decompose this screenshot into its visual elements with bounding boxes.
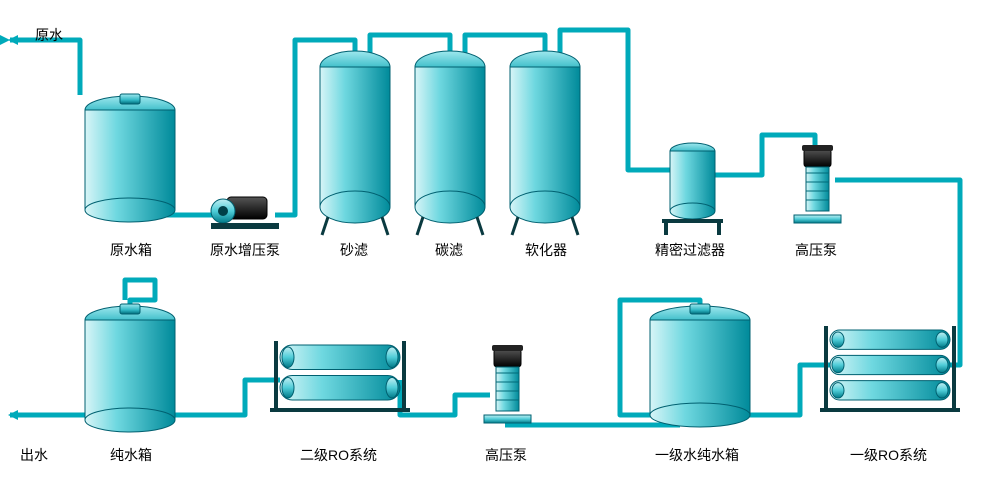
label-carbon-filter: 碳滤 — [435, 240, 463, 260]
label-hp-pump2: 高压泵 — [485, 445, 527, 465]
label-ro2: 二级RO系统 — [300, 445, 377, 465]
ro1 — [820, 326, 960, 412]
raw_tank — [85, 94, 175, 222]
precision_filter — [662, 143, 723, 235]
label-pure-tank: 纯水箱 — [110, 445, 152, 465]
label-sand-filter: 砂滤 — [340, 240, 368, 260]
label-outlet: 出水 — [20, 445, 48, 465]
carbon_filter — [415, 51, 485, 235]
label-precision-filter: 精密过滤器 — [655, 240, 725, 260]
label-raw-water: 原水 — [35, 25, 63, 45]
label-ro1-tank: 一级水纯水箱 — [655, 445, 739, 465]
label-booster-pump: 原水增压泵 — [210, 240, 280, 260]
pure_tank — [85, 304, 175, 432]
softener — [510, 51, 580, 235]
label-raw-tank: 原水箱 — [110, 240, 152, 260]
sand_filter — [320, 51, 390, 235]
label-softener: 软化器 — [525, 240, 567, 260]
label-ro1: 一级RO系统 — [850, 445, 927, 465]
ro1_tank — [650, 304, 750, 427]
label-hp-pump1: 高压泵 — [795, 240, 837, 260]
